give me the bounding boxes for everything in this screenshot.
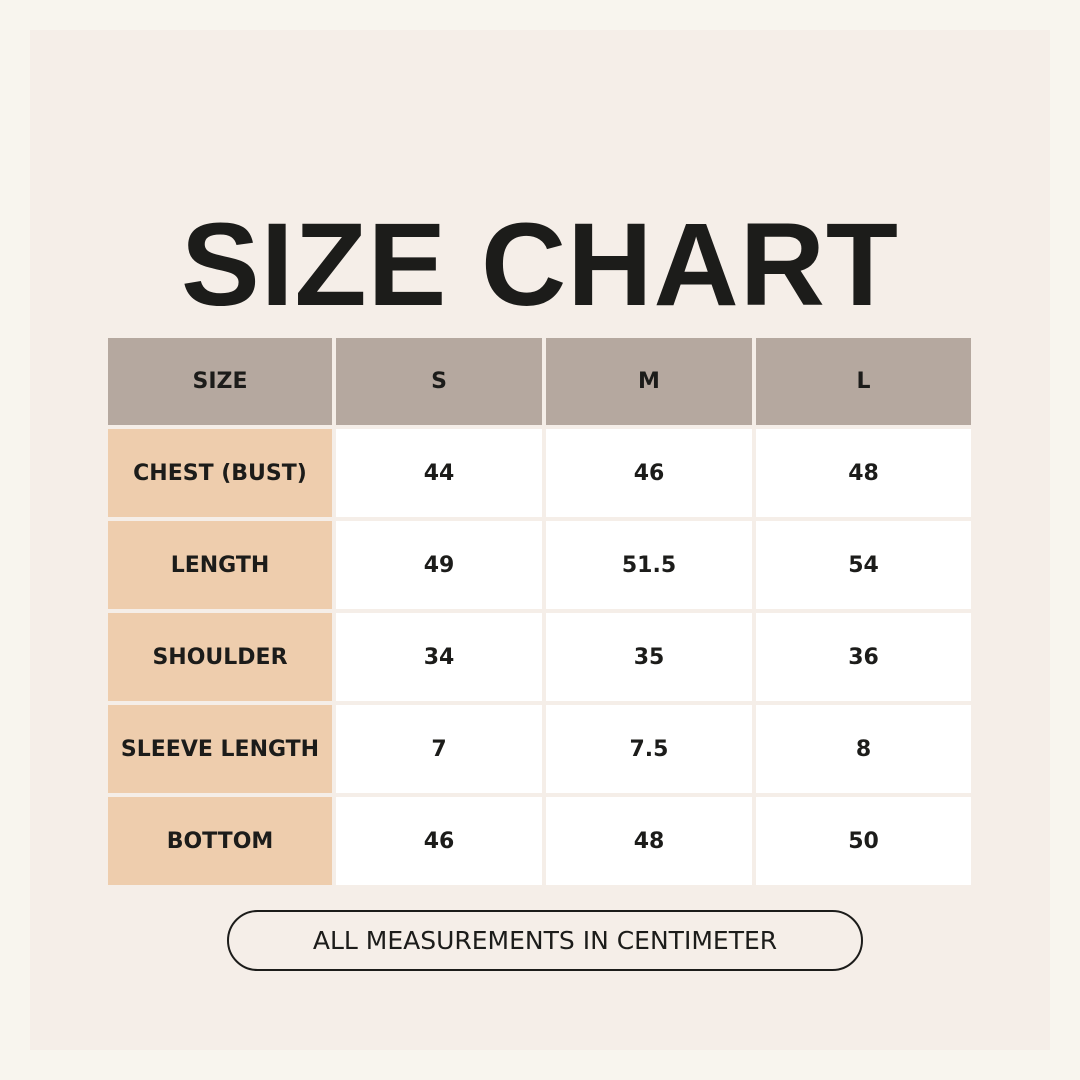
header-cell: SIZE xyxy=(108,338,332,425)
header-cell: M xyxy=(546,338,752,425)
row-label: SHOULDER xyxy=(108,613,332,701)
value-cell: 51.5 xyxy=(546,521,752,609)
header-cell: S xyxy=(336,338,542,425)
row-label: SLEEVE LENGTH xyxy=(108,705,332,793)
value-cell: 44 xyxy=(336,429,542,517)
value-cell: 48 xyxy=(756,429,971,517)
value-cell: 48 xyxy=(546,797,752,885)
value-cell: 36 xyxy=(756,613,971,701)
header-cell: L xyxy=(756,338,971,425)
title: SIZE CHART xyxy=(181,199,899,331)
value-cell: 50 xyxy=(756,797,971,885)
value-cell: 49 xyxy=(336,521,542,609)
value-cell: 7.5 xyxy=(546,705,752,793)
value-cell: 34 xyxy=(336,613,542,701)
row-label: CHEST (BUST) xyxy=(108,429,332,517)
value-cell: 46 xyxy=(336,797,542,885)
note: ALL MEASUREMENTS IN CENTIMETER xyxy=(227,910,863,971)
value-cell: 7 xyxy=(336,705,542,793)
row-label: BOTTOM xyxy=(108,797,332,885)
value-cell: 54 xyxy=(756,521,971,609)
value-cell: 8 xyxy=(756,705,971,793)
value-cell: 35 xyxy=(546,613,752,701)
value-cell: 46 xyxy=(546,429,752,517)
size-table: SIZE S M L CHEST (BUST) 44 46 48 LENGTH 49 51.5 54 S… xyxy=(108,338,971,885)
row-label: LENGTH xyxy=(108,521,332,609)
